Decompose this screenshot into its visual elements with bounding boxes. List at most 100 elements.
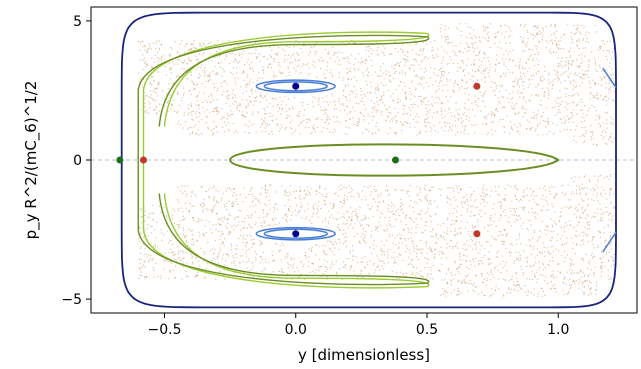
chaos-point [467,281,469,283]
chaos-point [197,240,199,242]
chaos-point [248,52,250,55]
chaos-point [151,94,153,96]
chaos-point [370,234,372,237]
chaos-point [570,286,572,289]
chaos-point [409,91,412,93]
chaos-point [148,96,150,98]
chaos-point [522,41,524,43]
chaos-point [560,64,562,66]
chaos-point [337,227,340,229]
chaos-point [312,212,314,215]
chaos-point [358,117,360,120]
chaos-point [199,112,201,115]
chaos-point [479,236,481,238]
chaos-point [540,252,542,254]
chaos-point [515,218,517,220]
chaos-point [156,63,159,65]
chaos-point [570,206,573,208]
chaos-point [370,252,373,255]
chaos-point [597,208,599,210]
chaos-point [549,130,551,133]
chaos-point [435,74,437,77]
chaos-point [149,45,151,48]
chaos-point [420,84,422,86]
chaos-point [544,70,546,73]
chaos-point [530,246,532,248]
chaos-point [168,83,170,85]
chaos-point [194,88,196,90]
chaos-point [575,206,577,208]
chaos-point [223,203,226,206]
chaos-point [141,77,143,79]
chaos-point [583,200,585,202]
chaos-point [500,231,502,233]
chaos-point [360,94,362,96]
chaos-point [244,217,246,220]
chaos-point [519,225,521,227]
chaos-point [614,173,616,175]
chaos-point [490,214,492,217]
chaos-point [158,58,161,60]
chaos-point [407,51,409,53]
chaos-point [585,253,587,256]
chaos-point [164,252,167,255]
chaos-point [485,241,488,243]
chaos-point [447,42,449,44]
chaos-point [585,114,588,116]
chaos-point [601,186,603,189]
chaos-point [344,132,346,135]
chaos-point [190,103,193,105]
chaos-point [400,209,402,211]
chaos-point [595,281,598,283]
chaos-point [600,84,603,86]
chaos-point [215,278,217,281]
chaos-point [588,70,590,72]
chaos-point [549,40,551,42]
chaos-point [317,117,319,119]
chaos-point [525,127,528,130]
chaos-point [144,60,147,63]
chaos-point [522,107,524,109]
chaos-point [554,222,557,224]
chaos-point [388,79,390,81]
chaos-point [301,205,303,208]
chaos-point [608,50,610,52]
chaos-point [508,280,510,282]
chaos-point [165,74,168,76]
chaos-point [281,100,283,103]
chaos-point [234,77,236,79]
chaos-point [569,224,571,226]
chaos-point [177,229,179,231]
chaos-point [191,205,193,207]
chaos-point [512,91,514,93]
chaos-point [262,66,264,68]
chaos-point [378,259,380,261]
chaos-point [167,110,169,113]
chaos-point [233,100,236,103]
chaos-point [348,192,350,194]
chaos-point [139,59,141,61]
chaos-point [551,106,553,109]
chaos-point [385,84,387,87]
chaos-point [239,193,241,196]
chaos-point [515,271,517,274]
chaos-point [587,224,589,226]
chaos-point [597,83,599,85]
chaos-point [427,273,429,275]
chaos-point [480,259,482,262]
chaos-point [400,234,402,236]
chaos-point [349,118,351,120]
chaos-point [346,105,348,108]
chaos-point [394,189,396,191]
chaos-point [307,194,309,196]
chaos-point [310,133,312,135]
chaos-point [588,80,591,82]
chaos-point [300,71,303,74]
chaos-point [195,55,197,57]
chaos-point [469,279,472,281]
chaos-point [558,105,560,108]
chaos-point [531,271,533,273]
chaos-point [319,106,322,108]
chaos-point [349,250,351,253]
chaos-point [138,237,140,239]
